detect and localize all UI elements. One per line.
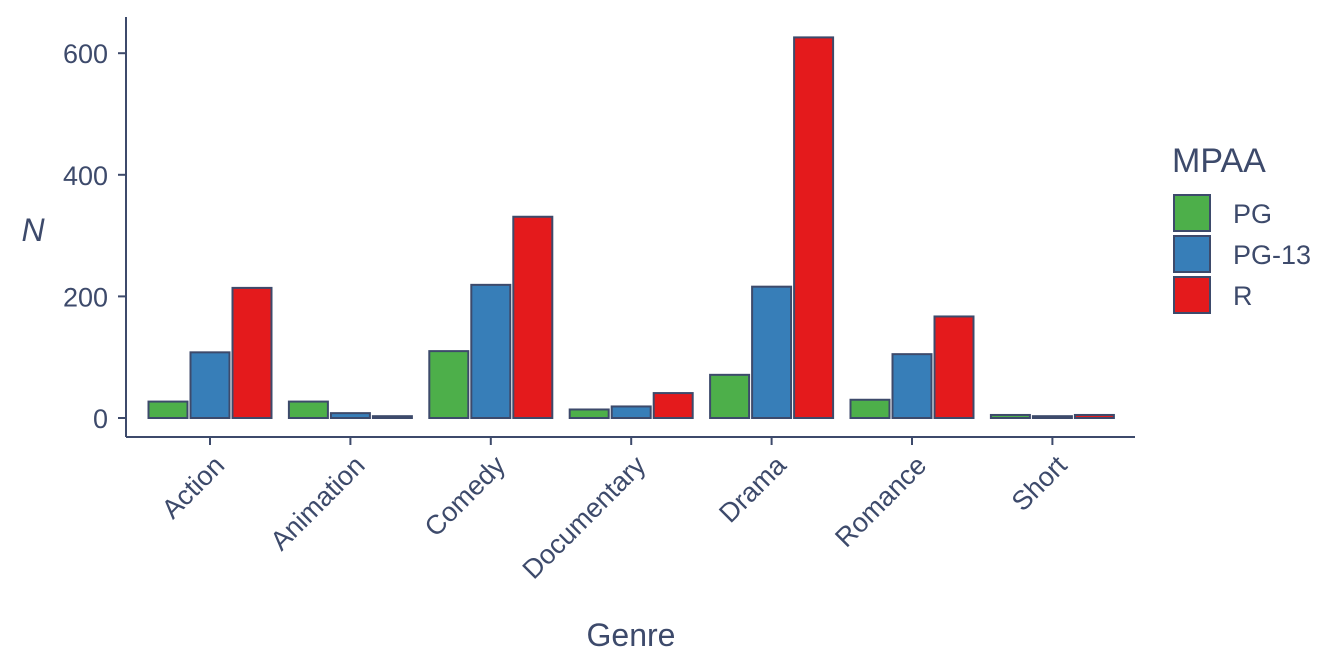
- y-tick-label: 600: [63, 39, 108, 69]
- plot-area: [147, 36, 1115, 420]
- bar-documentary-r: [652, 392, 694, 419]
- x-tick-label: Documentary: [517, 450, 652, 585]
- bar-action-r: [231, 286, 273, 419]
- bar-romance-r: [933, 315, 975, 419]
- x-tick-label: Animation: [265, 450, 371, 556]
- bar-romance-pg-13: [891, 353, 933, 420]
- bar-comedy-pg-13: [470, 283, 512, 419]
- bar-short-r: [1073, 413, 1115, 419]
- x-tick-label: Comedy: [419, 450, 512, 543]
- bar-documentary-pg-13: [610, 405, 652, 419]
- legend-label: PG: [1233, 199, 1272, 229]
- x-tick-label: Short: [1006, 450, 1073, 517]
- bar-animation-r: [371, 415, 413, 419]
- legend-label: R: [1233, 281, 1253, 311]
- legend: MPAA PG PG-13 R: [1172, 142, 1311, 314]
- bar-animation-pg-13: [329, 412, 371, 419]
- legend-title: MPAA: [1172, 142, 1266, 180]
- bar-comedy-pg: [428, 350, 470, 419]
- bar-drama-r: [793, 36, 835, 419]
- bar-drama-pg: [709, 373, 751, 419]
- y-tick-label: 400: [63, 161, 108, 191]
- x-tick-label: Romance: [829, 450, 932, 553]
- legend-items: PG PG-13 R: [1173, 194, 1311, 314]
- bar-short-pg: [989, 413, 1031, 419]
- bar-action-pg: [147, 400, 189, 420]
- y-tick-label: 0: [93, 404, 108, 434]
- legend-key-pg: [1173, 194, 1211, 232]
- legend-label: PG-13: [1233, 240, 1311, 270]
- x-axis-ticks: Action Animation Comedy Documentary Drama Rom…: [156, 437, 1073, 585]
- bar-action-pg-13: [189, 351, 231, 419]
- legend-key-pg-13: [1173, 235, 1211, 273]
- y-axis-title: N: [21, 212, 45, 248]
- bar-romance-pg: [849, 398, 891, 420]
- y-tick-label: 200: [63, 282, 108, 312]
- bar-documentary-pg: [568, 408, 610, 420]
- bar-short-pg-13: [1031, 415, 1073, 419]
- x-axis-title: Genre: [587, 617, 676, 653]
- bar-animation-pg: [287, 400, 329, 420]
- bar-comedy-r: [512, 215, 554, 419]
- x-tick-label: Action: [156, 450, 230, 524]
- legend-key-r: [1173, 276, 1211, 314]
- x-tick-label: Drama: [713, 449, 792, 528]
- bar-drama-pg-13: [751, 285, 793, 419]
- y-axis-ticks: 0 200 400 600: [63, 39, 126, 434]
